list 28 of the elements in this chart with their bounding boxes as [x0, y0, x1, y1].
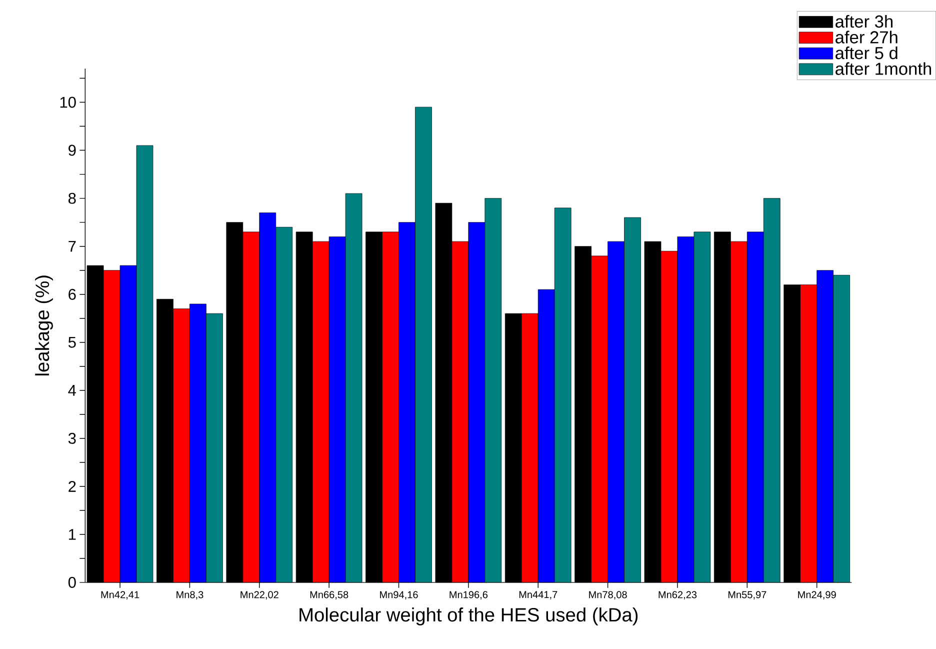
y-tick-label: 3	[68, 432, 76, 444]
x-tick-label: Mn55,97	[728, 591, 766, 600]
y-tick-label: 2	[68, 480, 76, 492]
y-tick-label: 9	[68, 144, 76, 156]
legend-label: after 5 d	[836, 46, 898, 60]
x-tick-label: Mn42,41	[101, 591, 140, 600]
x-tick-label: Mn94,16	[380, 591, 418, 600]
x-tick-label: Mn441,7	[519, 591, 558, 600]
x-tick-label: Mn8,3	[176, 591, 204, 600]
y-tick-label: 0	[68, 576, 76, 588]
y-tick-label: 1	[69, 528, 76, 540]
y-tick-label: 6	[68, 288, 76, 300]
y-tick-label: 4	[68, 384, 76, 396]
legend-label: after 3h	[836, 14, 892, 28]
x-tick-label: Mn22,02	[240, 591, 278, 600]
legend-label: after 1month	[836, 62, 932, 75]
y-axis-title: leakage (%)	[35, 276, 53, 376]
x-tick-label: Mn196,6	[450, 591, 488, 600]
legend-label: afer 27h	[836, 30, 898, 44]
x-tick-label: Mn78,08	[589, 591, 627, 600]
y-tick-label: 5	[68, 336, 76, 348]
y-tick-label: 8	[68, 192, 76, 204]
x-tick-label: Mn62,23	[658, 591, 697, 600]
y-tick-label: 10	[60, 96, 76, 108]
x-tick-label: Mn66,58	[310, 591, 348, 600]
x-axis-title: Molecular weight of the HES used (kDa)	[300, 607, 638, 626]
y-tick-label: 7	[68, 240, 76, 252]
x-tick-label: Mn24,99	[798, 591, 836, 600]
